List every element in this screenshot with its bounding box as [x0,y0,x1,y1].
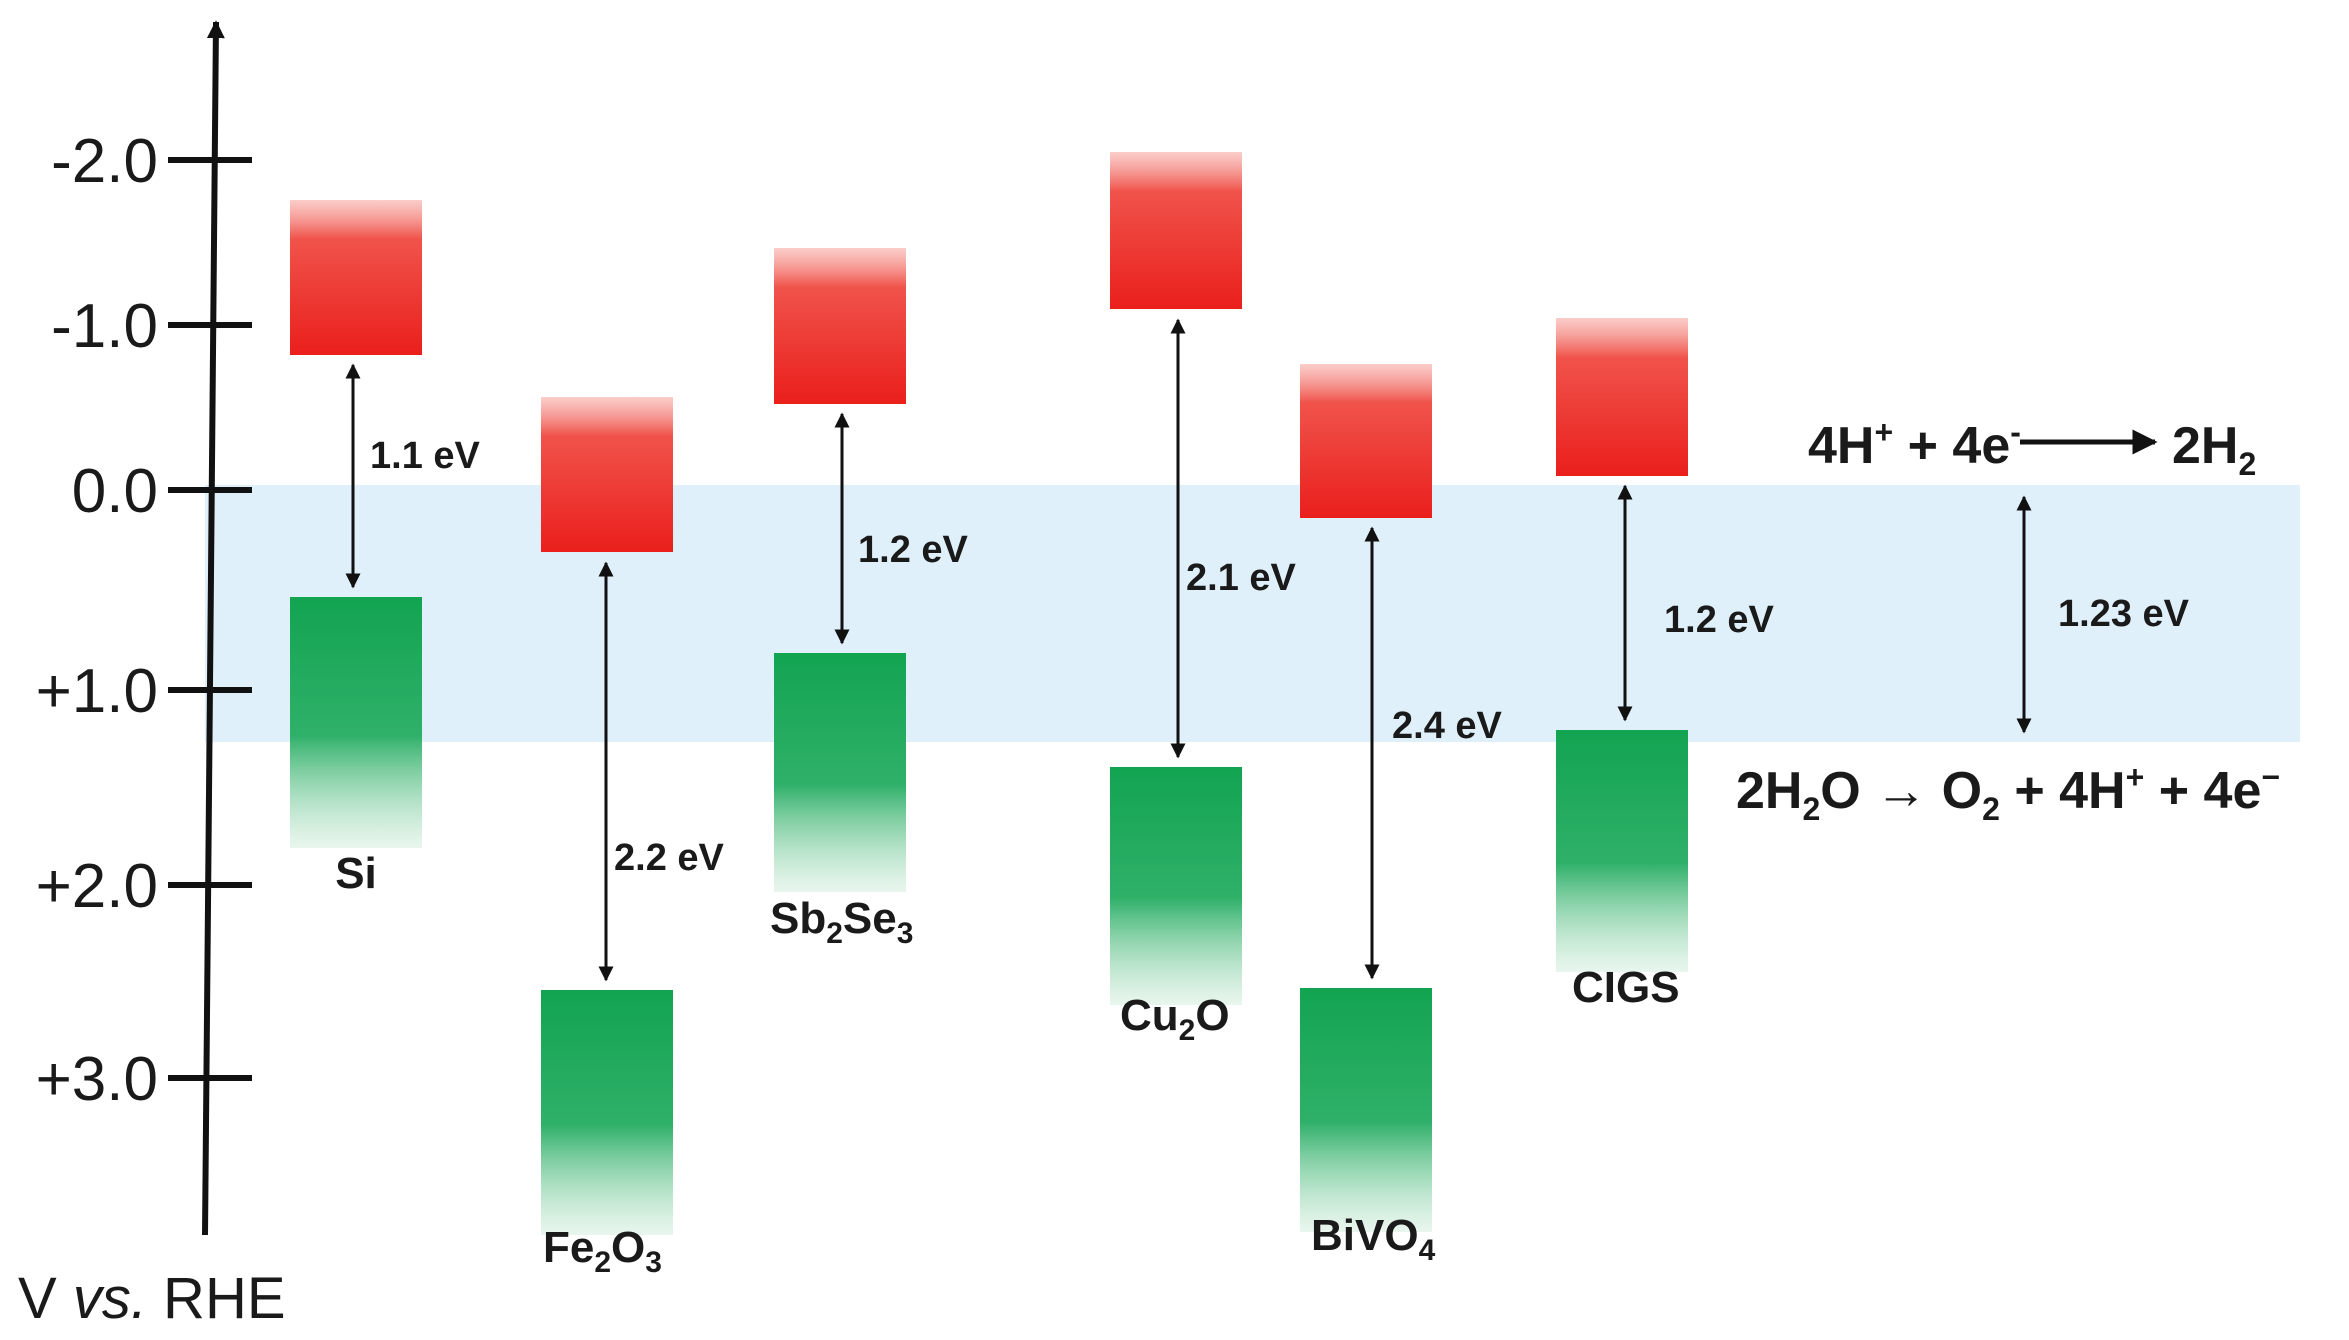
bandgap-label-cigs: 1.2 eV [1664,599,1775,641]
valence-band-fe2o3 [541,990,673,1235]
water-window-band [205,485,2300,742]
bandgap-label-sb2se3: 1.2 eV [858,529,969,571]
valence-band-cu2o [1110,767,1242,1005]
bandgap-label-cu2o: 2.1 eV [1186,557,1297,599]
conduction-band-fe2o3 [541,397,673,552]
water-window-gap-label: 1.23 eV [2058,593,2190,635]
axis-title: V vs. RHE [18,1266,286,1331]
material-label-sb2se3: Sb2Se3 [770,894,913,950]
axis-tick-label: +3.0 [36,1045,158,1114]
bandgap-label-fe2o3: 2.2 eV [614,837,725,879]
bandgap-label-si: 1.1 eV [370,435,481,477]
axis-tick-label: -1.0 [51,292,158,361]
material-label-bivo4: BiVO4 [1311,1211,1436,1267]
valence-band-si [290,597,422,848]
conduction-band-sb2se3 [774,248,906,404]
potential-axis [202,20,225,1236]
valence-band-sb2se3 [774,653,906,892]
her-product: 2H2 [2172,417,2256,482]
material-label-si: Si [335,849,377,898]
her-reaction: 4H+ + 4e- [1808,414,2021,475]
valence-band-bivo4 [1300,988,1432,1232]
oer-reaction: 2H2O → O2 + 4H+ + 4e− [1736,759,2280,827]
material-label-cu2o: Cu2O [1120,991,1230,1047]
bandgap-label-bivo4: 2.4 eV [1392,705,1503,747]
conduction-band-cigs [1556,318,1688,476]
conduction-band-si [290,200,422,355]
axis-tick-label: +1.0 [36,657,158,726]
axis-tick-label: +2.0 [36,852,158,921]
material-label-fe2o3: Fe2O3 [543,1223,662,1279]
axis-tick-label: 0.0 [72,457,158,526]
valence-band-cigs [1556,730,1688,972]
axis-tick-label: -2.0 [51,127,158,196]
conduction-band-cu2o [1110,152,1242,309]
conduction-band-bivo4 [1300,364,1432,518]
material-label-cigs: CIGS [1572,963,1680,1012]
